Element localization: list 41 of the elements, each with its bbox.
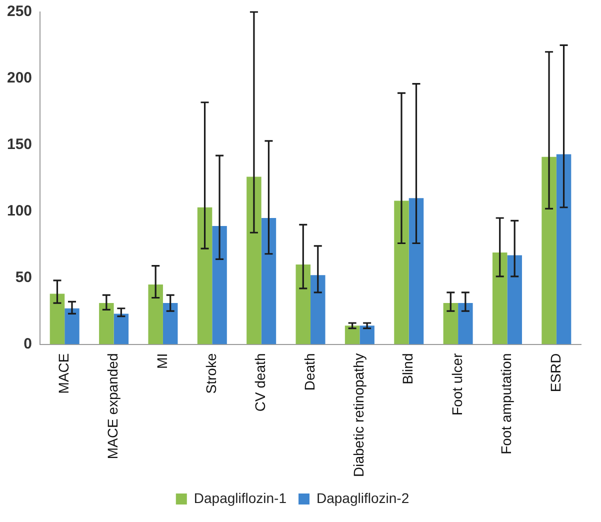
- bar: [162, 303, 178, 344]
- bar: [492, 252, 508, 344]
- bar: [148, 284, 163, 344]
- bar: [443, 303, 458, 344]
- bar: [408, 198, 424, 344]
- bar: [458, 303, 473, 344]
- bar: [296, 264, 311, 344]
- y-tick-label: 100: [6, 202, 32, 220]
- y-tick-label: 250: [6, 3, 32, 20]
- y-tick-label: 150: [6, 136, 32, 154]
- y-tick-label: 200: [6, 70, 32, 87]
- x-tick-label: MI: [154, 353, 170, 369]
- legend-label: Dapagliflozin-1: [194, 490, 287, 506]
- y-tick-label: 50: [15, 268, 32, 286]
- bar: [50, 294, 65, 344]
- x-tick-label: CV death: [252, 353, 268, 412]
- bar: [197, 207, 212, 344]
- bar: [310, 275, 326, 344]
- bar: [394, 200, 409, 344]
- bar: [507, 255, 522, 344]
- bar: [212, 226, 227, 344]
- bar: [556, 154, 572, 344]
- x-tick-label: Death: [301, 353, 318, 391]
- legend-label: Dapagliflozin-2: [316, 490, 410, 506]
- x-tick-label: Foot ulcer: [448, 352, 465, 416]
- x-tick-label: Foot amputation: [498, 353, 514, 454]
- x-tick-label: MACE: [55, 353, 72, 394]
- x-tick-label: MACE expanded: [104, 353, 121, 460]
- bar: [261, 218, 276, 344]
- bar: [246, 176, 262, 344]
- y-tick-label: 0: [24, 335, 32, 352]
- bar: [114, 314, 129, 344]
- x-tick-label: ESRD: [547, 353, 564, 392]
- x-tick-label: Stroke: [203, 353, 220, 394]
- x-tick-label: Blind: [400, 353, 416, 384]
- bar: [64, 308, 80, 344]
- x-tick-label: Diabetic retinopathy: [350, 353, 367, 478]
- bar: [344, 326, 360, 344]
- bar: [542, 156, 556, 344]
- bar: [360, 326, 374, 344]
- bar: [99, 303, 114, 344]
